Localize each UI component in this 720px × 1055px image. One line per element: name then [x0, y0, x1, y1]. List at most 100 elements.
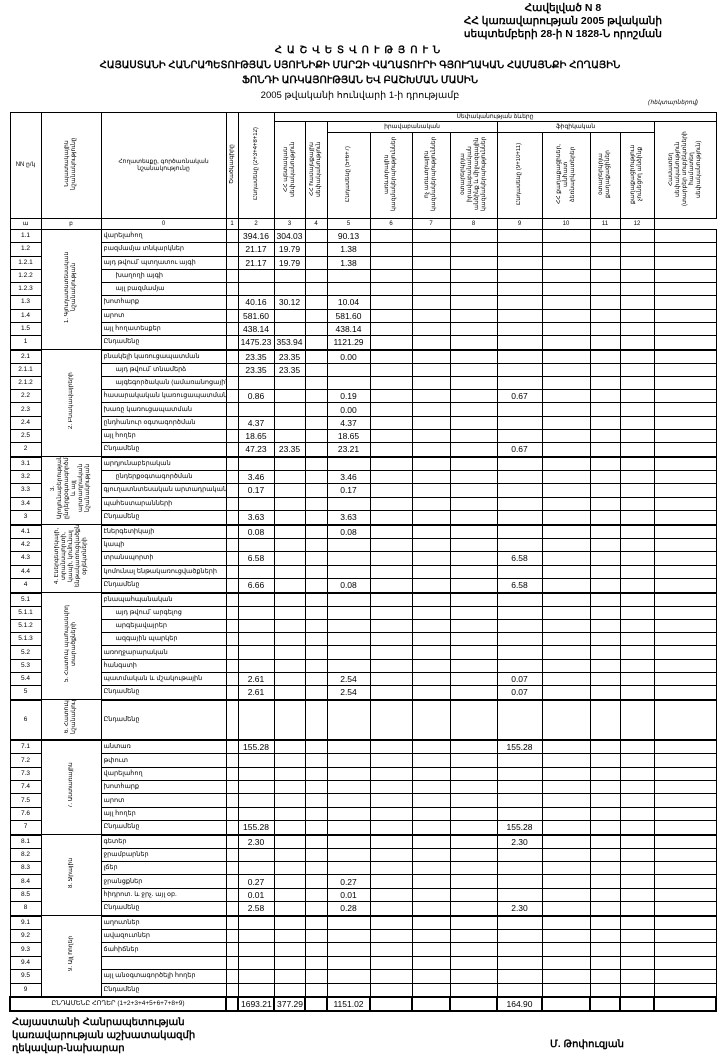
land-type-name: հանգստի	[100, 658, 227, 673]
value-cell-col-8	[496, 793, 543, 808]
table-row: 5.1.1 այդ թվում՝ արգելոց	[9, 605, 717, 620]
table-row: 3.1 3. Արդյունաբերության, ընդերքօգտագործմ…	[9, 456, 717, 525]
value-cell-col-11	[619, 739, 655, 755]
value-cell-col-7	[449, 268, 498, 284]
header-c12: Համատեղ սեփականություն (տարբեր սուբյեկտն…	[653, 121, 717, 219]
value-cell-col-10	[589, 510, 621, 526]
value-cell-col-6	[411, 456, 451, 471]
value-cell-col-9	[541, 308, 591, 323]
value-cell-col-2	[273, 578, 306, 594]
value-cell-col-1: 0.17	[237, 483, 275, 498]
value-cell-col-0	[225, 874, 239, 889]
value-cell-col-5	[369, 402, 413, 417]
value-cell-col-11	[619, 793, 655, 808]
value-cell-col-4: 1.38	[326, 255, 371, 270]
value-cell-col-8	[496, 496, 543, 512]
value-cell-col-12	[653, 915, 717, 930]
value-cell-col-1	[237, 375, 275, 391]
value-cell-col-1	[237, 537, 275, 553]
value-cell-col-8	[496, 766, 543, 782]
value-cell-col-1	[237, 456, 275, 471]
value-cell-col-5	[369, 510, 413, 526]
land-fund-table: NN ը/կ Նպատակային նշանակությունը Հողատես…	[9, 112, 718, 1012]
value-cell-col-10	[589, 915, 621, 930]
value-cell-col-6	[411, 578, 451, 594]
value-cell-col-10	[589, 428, 621, 444]
land-type-name: հիդրոտ. և ջրչ. այլ օբ.	[100, 887, 227, 903]
value-cell-col-4: 18.65	[326, 428, 371, 444]
value-cell-col-7	[449, 537, 498, 553]
value-cell-col-4	[326, 766, 371, 782]
value-cell-col-9	[541, 632, 591, 647]
row-number: 2.4	[9, 415, 42, 430]
value-cell-col-6	[411, 268, 451, 284]
value-cell-col-11	[619, 524, 655, 539]
row-number: 8.1	[9, 834, 42, 849]
value-cell-col-0	[225, 524, 239, 539]
value-cell-col-2	[273, 632, 306, 647]
column-number: 1	[225, 218, 239, 230]
value-cell-col-0	[225, 632, 239, 647]
value-cell-col-2	[273, 915, 306, 930]
value-cell-col-0	[225, 242, 239, 257]
value-cell-col-4	[326, 268, 371, 284]
header-c3: ՀՀ համայնքային սեփականություն	[304, 121, 328, 219]
land-type-name: ավազուտներ	[100, 928, 227, 944]
land-type-name: գետեր	[100, 834, 227, 849]
land-type-name: Ընդամենը	[100, 442, 227, 458]
header-legal: իրավաբանական	[326, 121, 498, 133]
value-cell-col-0	[225, 510, 239, 526]
value-cell-col-2	[273, 564, 306, 580]
land-type-name: լճեր	[100, 861, 227, 876]
value-cell-col-6	[411, 618, 451, 634]
value-cell-col-4: 0.00	[326, 402, 371, 417]
value-cell-col-6	[411, 834, 451, 849]
value-cell-col-0	[225, 645, 239, 660]
value-cell-col-6	[411, 632, 451, 647]
value-cell-col-0	[225, 618, 239, 634]
value-cell-col-7	[449, 483, 498, 498]
annex-line: սեպտեմբերի 28-ի N 1828-Ն որոշման	[463, 28, 662, 40]
value-cell-col-11	[619, 255, 655, 270]
group-label: 2. Բնակավայրերի	[40, 349, 102, 457]
value-cell-col-4	[326, 699, 371, 741]
value-cell-col-11	[619, 942, 655, 957]
value-cell-col-4: 438.14	[326, 321, 371, 337]
value-cell-col-5	[369, 375, 413, 391]
value-cell-col-4	[326, 915, 371, 930]
value-cell-col-11	[619, 901, 655, 917]
value-cell-col-4: 0.08	[326, 578, 371, 594]
value-cell-col-7	[449, 861, 498, 876]
column-number: բ	[40, 218, 102, 230]
value-cell-col-11	[619, 780, 655, 795]
value-cell-col-3	[304, 469, 328, 485]
group-label: 5. Հատուկ պահպանվող տարածքների	[40, 592, 102, 700]
row-number: 5.3	[9, 658, 42, 673]
value-cell-col-11	[619, 847, 655, 863]
value-cell-col-12	[653, 228, 717, 244]
value-cell-col-6	[411, 592, 451, 607]
value-cell-col-12	[653, 578, 717, 594]
value-cell-col-3	[304, 793, 328, 808]
total-value-col-5	[369, 996, 413, 1012]
value-cell-col-4: 23.21	[326, 442, 371, 458]
value-cell-col-11	[619, 402, 655, 417]
value-cell-col-1: 21.17	[237, 255, 275, 270]
value-cell-col-1	[237, 806, 275, 822]
value-cell-col-12	[653, 592, 717, 607]
total-value-col-7	[449, 996, 498, 1012]
value-cell-col-10	[589, 295, 621, 310]
value-cell-col-1	[237, 942, 275, 957]
value-cell-col-3	[304, 847, 328, 863]
value-cell-col-0	[225, 415, 239, 430]
value-cell-col-7	[449, 632, 498, 647]
value-cell-col-9	[541, 537, 591, 553]
value-cell-col-8	[496, 699, 543, 741]
value-cell-col-7	[449, 969, 498, 984]
value-cell-col-10	[589, 242, 621, 257]
row-number: 2.5	[9, 428, 42, 444]
value-cell-col-3	[304, 834, 328, 849]
row-number: 2	[9, 442, 42, 458]
value-cell-col-11	[619, 496, 655, 512]
group-label: 7. Անտառային	[40, 739, 102, 835]
